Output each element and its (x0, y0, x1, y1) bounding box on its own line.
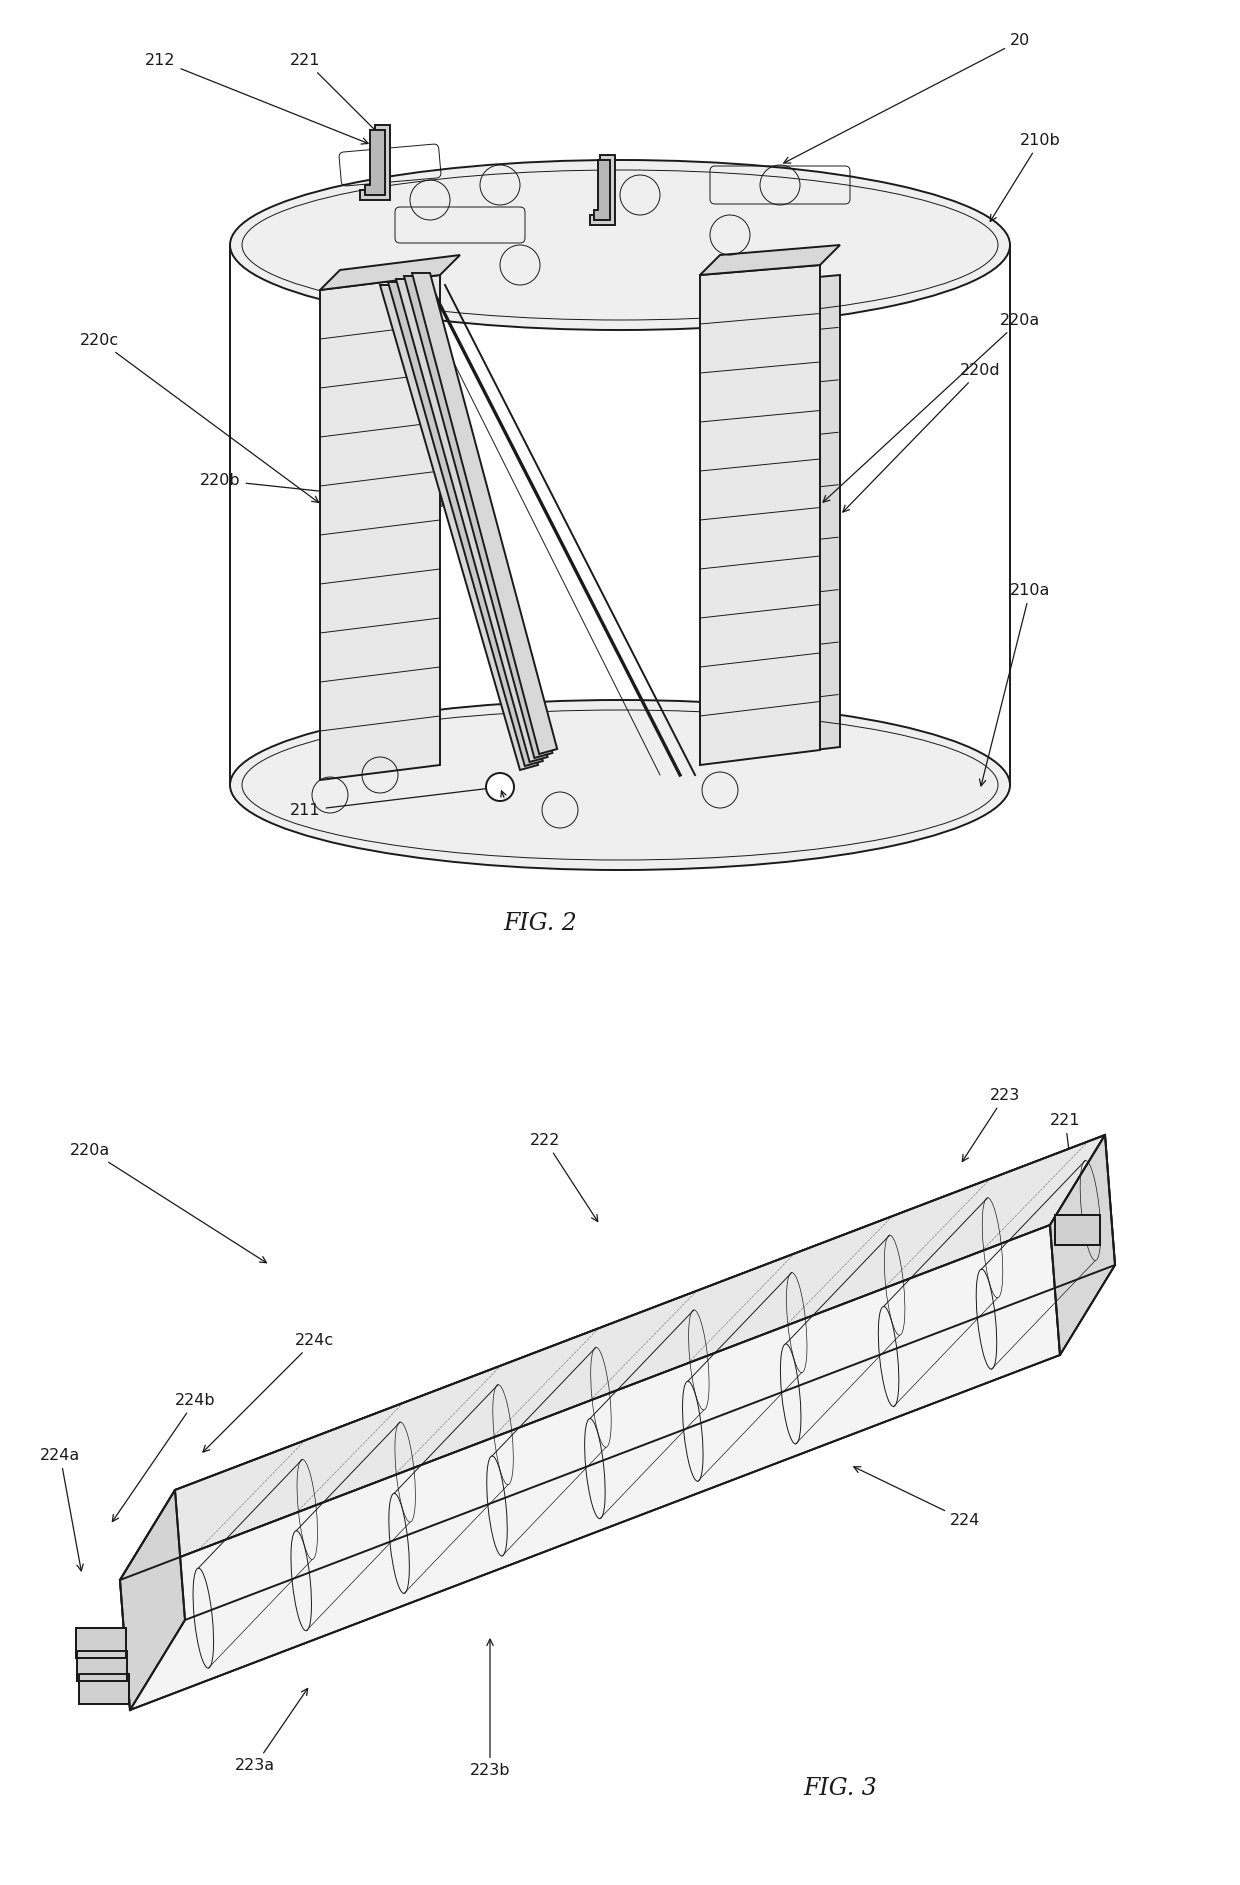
Text: 212: 212 (145, 53, 368, 143)
Polygon shape (396, 279, 548, 762)
Polygon shape (1055, 1216, 1100, 1244)
Text: 223b: 223b (470, 1640, 510, 1778)
Polygon shape (320, 275, 440, 780)
Polygon shape (1050, 1135, 1115, 1355)
Polygon shape (590, 155, 615, 224)
Polygon shape (175, 1135, 1115, 1619)
Text: 223: 223 (962, 1088, 1021, 1161)
Text: 223a: 223a (234, 1689, 308, 1774)
Text: 221: 221 (1050, 1112, 1081, 1237)
Polygon shape (379, 285, 538, 769)
Polygon shape (120, 1135, 1105, 1580)
Text: 224a: 224a (40, 1448, 83, 1570)
Text: 221: 221 (290, 53, 382, 138)
Polygon shape (412, 273, 557, 754)
Text: 224c: 224c (203, 1333, 334, 1451)
Polygon shape (730, 275, 839, 760)
Polygon shape (120, 1489, 185, 1710)
Text: 211: 211 (290, 784, 496, 818)
Polygon shape (701, 245, 839, 275)
Polygon shape (404, 275, 552, 758)
Text: 20: 20 (784, 34, 1030, 164)
Polygon shape (388, 283, 543, 765)
Text: 224b: 224b (113, 1393, 216, 1521)
Text: FIG. 3: FIG. 3 (804, 1778, 877, 1800)
Text: 220a: 220a (823, 313, 1040, 501)
Text: 224: 224 (854, 1467, 981, 1529)
Text: 220d: 220d (843, 364, 1001, 513)
Polygon shape (594, 160, 610, 221)
Polygon shape (76, 1629, 125, 1659)
Polygon shape (79, 1674, 129, 1704)
Text: 222: 222 (529, 1133, 598, 1221)
Text: 210b: 210b (991, 134, 1060, 221)
Polygon shape (701, 266, 820, 765)
Ellipse shape (229, 160, 1011, 330)
Ellipse shape (229, 699, 1011, 871)
Polygon shape (320, 254, 460, 290)
Text: 220c: 220c (81, 334, 319, 503)
Circle shape (486, 773, 515, 801)
Polygon shape (360, 124, 391, 200)
Polygon shape (120, 1225, 1060, 1710)
Text: FIG. 2: FIG. 2 (503, 912, 577, 935)
Polygon shape (365, 130, 384, 194)
Text: 220a: 220a (69, 1142, 267, 1263)
Text: 210a: 210a (980, 582, 1050, 786)
Polygon shape (77, 1651, 128, 1681)
Text: 220b: 220b (200, 473, 446, 507)
